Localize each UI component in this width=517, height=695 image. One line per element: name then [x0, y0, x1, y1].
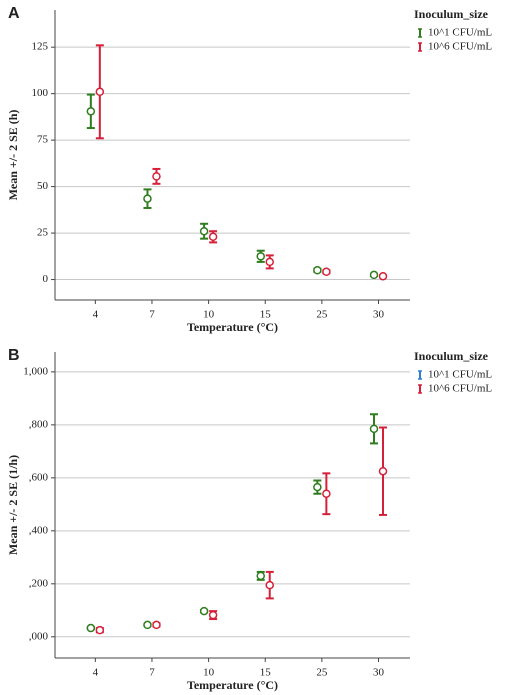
mean-marker — [313, 482, 322, 492]
panel-label: B — [8, 347, 20, 364]
mean-marker — [256, 252, 265, 261]
x-tick-label: 15 — [260, 309, 272, 321]
x-tick-label: 15 — [260, 667, 272, 679]
legend-title: Inoculum_size — [414, 7, 489, 21]
legend-title: Inoculum_size — [414, 349, 489, 363]
legend-label: 10^6 CFU/mL — [428, 383, 492, 395]
mean-marker — [143, 194, 152, 203]
y-tick-label: 75 — [37, 134, 49, 146]
mean-marker — [322, 267, 331, 276]
mean-marker — [95, 87, 105, 97]
mean-marker — [256, 571, 265, 581]
x-tick-label: 7 — [149, 667, 155, 679]
panel-label: A — [8, 5, 20, 22]
mean-marker — [369, 424, 379, 434]
mean-marker — [199, 226, 209, 236]
x-axis-title: Temperature (°C) — [187, 678, 278, 692]
legend-label: 10^6 CFU/mL — [428, 41, 492, 53]
y-tick-label: ,000 — [29, 630, 49, 642]
mean-marker — [152, 172, 161, 181]
mean-marker — [378, 466, 388, 476]
mean-marker — [313, 266, 322, 275]
mean-marker — [86, 107, 96, 116]
y-tick-label: ,800 — [29, 418, 49, 430]
y-tick-label: ,400 — [29, 524, 49, 536]
x-tick-label: 7 — [149, 309, 155, 321]
x-axis-title: Temperature (°C) — [187, 320, 278, 334]
x-tick-label: 25 — [316, 309, 328, 321]
mean-marker — [378, 271, 388, 281]
mean-marker — [208, 610, 218, 620]
y-tick-label: ,600 — [29, 471, 49, 483]
y-axis-title: Mean +/- 2 SE (1/h) — [6, 455, 20, 555]
x-tick-label: 30 — [373, 667, 385, 679]
mean-marker — [152, 620, 161, 630]
x-tick-label: 4 — [93, 667, 99, 679]
mean-marker — [265, 580, 274, 590]
x-tick-label: 10 — [203, 309, 215, 321]
y-tick-label: 125 — [32, 41, 49, 53]
mean-marker — [208, 232, 218, 242]
y-tick-label: ,200 — [29, 577, 49, 589]
mean-marker — [86, 623, 96, 633]
mean-marker — [95, 625, 105, 635]
x-tick-label: 4 — [93, 309, 99, 321]
mean-marker — [265, 257, 274, 267]
y-tick-label: 25 — [37, 227, 49, 239]
mean-marker — [199, 606, 209, 616]
x-tick-label: 30 — [373, 309, 385, 321]
y-tick-label: 0 — [43, 273, 49, 285]
y-axis-title: Mean +/- 2 SE (h) — [6, 110, 20, 201]
y-tick-label: 1,000 — [23, 365, 48, 377]
x-tick-label: 25 — [316, 667, 328, 679]
legend-label: 10^1 CFU/mL — [428, 27, 492, 39]
y-tick-label: 100 — [32, 87, 49, 99]
legend-label: 10^1 CFU/mL — [428, 369, 492, 381]
x-tick-label: 10 — [203, 667, 215, 679]
mean-marker — [143, 620, 152, 630]
mean-marker — [322, 489, 331, 498]
mean-marker — [369, 270, 379, 280]
y-tick-label: 50 — [37, 180, 49, 192]
